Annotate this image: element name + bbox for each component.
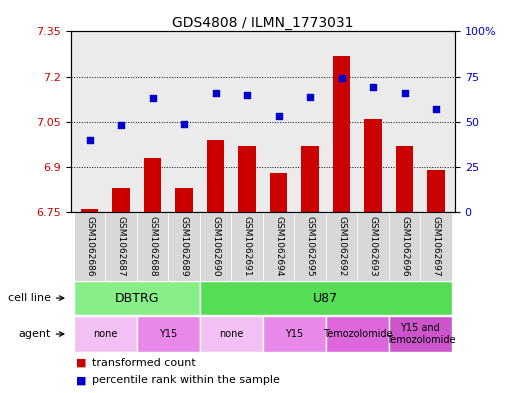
Bar — [294, 212, 326, 281]
Bar — [137, 316, 200, 352]
Bar — [420, 212, 452, 281]
Text: Temozolomide: Temozolomide — [323, 329, 392, 339]
Text: agent: agent — [18, 329, 64, 339]
Text: GSM1062696: GSM1062696 — [400, 216, 409, 276]
Text: GSM1062692: GSM1062692 — [337, 216, 346, 276]
Bar — [357, 212, 389, 281]
Text: GSM1062688: GSM1062688 — [148, 216, 157, 276]
Point — [180, 121, 188, 127]
Bar — [74, 281, 200, 315]
Text: GSM1062695: GSM1062695 — [305, 216, 314, 276]
Bar — [231, 212, 263, 281]
Text: GSM1062694: GSM1062694 — [274, 216, 283, 276]
Text: transformed count: transformed count — [92, 358, 195, 367]
Text: Y15 and
Temozolomide: Y15 and Temozolomide — [385, 323, 455, 345]
Bar — [270, 173, 287, 212]
Point — [117, 122, 125, 129]
Bar — [263, 316, 326, 352]
Point — [149, 95, 157, 101]
Text: GSM1062689: GSM1062689 — [179, 216, 188, 276]
Text: GSM1062697: GSM1062697 — [431, 216, 440, 276]
Point — [401, 90, 409, 96]
Point — [369, 84, 377, 91]
Bar — [200, 212, 231, 281]
Point — [337, 75, 346, 82]
Bar — [74, 316, 137, 352]
Bar — [81, 209, 98, 212]
Bar — [105, 212, 137, 281]
Text: Y15: Y15 — [159, 329, 177, 339]
Bar — [175, 188, 192, 212]
Text: ■: ■ — [76, 358, 86, 367]
Text: cell line: cell line — [8, 293, 64, 303]
Bar — [263, 212, 294, 281]
Title: GDS4808 / ILMN_1773031: GDS4808 / ILMN_1773031 — [172, 17, 354, 30]
Text: GSM1062690: GSM1062690 — [211, 216, 220, 276]
Text: DBTRG: DBTRG — [115, 292, 159, 305]
Bar — [137, 212, 168, 281]
Bar — [389, 316, 452, 352]
Bar — [326, 316, 389, 352]
Bar — [396, 146, 413, 212]
Bar — [301, 146, 319, 212]
Text: none: none — [93, 329, 118, 339]
Bar — [389, 212, 420, 281]
Point — [85, 137, 94, 143]
Point — [243, 92, 251, 98]
Bar — [168, 212, 200, 281]
Bar — [200, 281, 452, 315]
Text: U87: U87 — [313, 292, 338, 305]
Bar — [144, 158, 161, 212]
Bar — [112, 188, 130, 212]
Bar — [207, 140, 224, 212]
Text: GSM1062693: GSM1062693 — [369, 216, 378, 276]
Bar — [427, 170, 445, 212]
Point — [432, 106, 440, 112]
Text: GSM1062687: GSM1062687 — [117, 216, 126, 276]
Text: none: none — [219, 329, 244, 339]
Text: ■: ■ — [76, 375, 86, 385]
Text: GSM1062686: GSM1062686 — [85, 216, 94, 276]
Point — [306, 94, 314, 100]
Text: GSM1062691: GSM1062691 — [243, 216, 252, 276]
Bar — [238, 146, 256, 212]
Bar — [365, 119, 382, 212]
Text: Y15: Y15 — [285, 329, 303, 339]
Point — [211, 90, 220, 96]
Bar — [74, 212, 105, 281]
Point — [275, 113, 283, 119]
Bar — [326, 212, 357, 281]
Text: percentile rank within the sample: percentile rank within the sample — [92, 375, 279, 385]
Bar — [333, 55, 350, 212]
Bar — [200, 316, 263, 352]
